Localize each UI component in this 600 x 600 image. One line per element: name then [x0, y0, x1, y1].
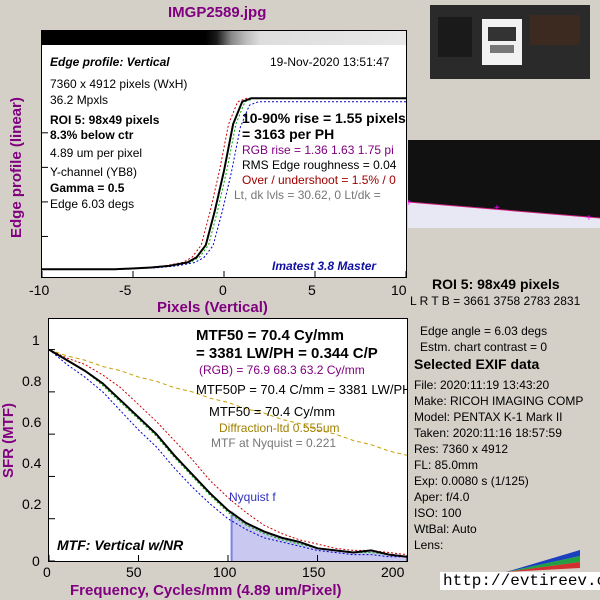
rise-line-1: 10-90% rise = 1.55 pixels — [242, 110, 406, 126]
mtf50-repeat: MTF50 = 70.4 Cy/mm — [209, 404, 336, 419]
diffraction-label: Diffraction-ltd 0.555um — [219, 421, 340, 435]
rgb-rise: RGB rise = 1.36 1.63 1.75 pi — [242, 143, 394, 157]
chart-contrast: Estm. chart contrast = 0 — [420, 340, 548, 354]
edge-info-1: 36.2 Mpxls — [50, 93, 109, 107]
edge-info-6: Gamma = 0.5 — [50, 181, 125, 195]
edge-info-4: 4.89 um per pixel — [50, 146, 143, 160]
mtf-footer: MTF: Vertical w/NR — [57, 537, 184, 553]
edge-xtick-label: 0 — [219, 282, 227, 298]
nyquist-mtf: MTF at Nyquist = 0.221 — [211, 436, 337, 450]
mtf50-line-2: = 3381 LW/PH = 0.344 C/P — [196, 345, 378, 362]
edge-xtick-label: -5 — [119, 282, 132, 298]
rms-roughness: RMS Edge roughness = 0.04 — [242, 158, 397, 172]
edge-profile-line — [42, 97, 406, 271]
mtf-series-r — [49, 349, 407, 556]
edge-info-0: 7360 x 4912 pixels (WxH) — [50, 77, 188, 91]
mtf-ylabel: SFR (MTF) — [0, 403, 17, 478]
mtf50-rgb: (RGB) = 76.9 68.3 63.2 Cy/mm — [199, 363, 365, 377]
mtf-series-diffraction — [49, 349, 407, 456]
edge-xlabel: Pixels (Vertical) — [157, 299, 268, 316]
mtf-series-g — [49, 349, 407, 558]
edge-xtick-label: 10 — [391, 282, 407, 298]
mtf50-line-1: MTF50 = 70.4 Cy/mm — [196, 327, 344, 344]
exif-row: Make: RICOH IMAGING COMP — [414, 394, 584, 408]
exif-row: WtBal: Auto — [414, 522, 477, 536]
edge-panel-date: 19-Nov-2020 13:51:47 — [270, 55, 390, 69]
edge-xtick-label: 5 — [308, 282, 316, 298]
svg-text:+: + — [494, 203, 500, 214]
edge-xtick-label: -10 — [29, 282, 50, 298]
svg-text:+: + — [586, 213, 592, 224]
edge-angle: Edge angle = 6.03 degs — [420, 324, 548, 338]
exif-row: Res: 7360 x 4912 — [414, 442, 509, 456]
exif-row: File: 2020:11:19 13:43:20 — [414, 378, 550, 392]
mtf-xtick-label: 150 — [302, 564, 326, 580]
mtf-ytick-label: 0.4 — [22, 455, 42, 471]
roi-coords: L R T B = 3661 3758 2783 2831 — [410, 294, 581, 308]
mtf-xtick-label: 0 — [43, 564, 51, 580]
mtf-xtick-label: 100 — [213, 564, 237, 580]
mtf-ytick-label: 0.6 — [22, 414, 42, 430]
watermark: http://evtireev.com — [440, 572, 600, 590]
mtf-plot — [49, 348, 407, 561]
exif-row: Model: PENTAX K-1 Mark II — [414, 410, 563, 424]
overshoot: Over / undershoot = 1.5% / 0 — [242, 173, 396, 187]
mtf-xtick-label: 50 — [126, 564, 142, 580]
exif-row: ISO: 100 — [414, 506, 462, 520]
edge-info-3: 8.3% below ctr — [50, 128, 134, 142]
mtf-series-b — [49, 349, 407, 558]
roi-image: + + + — [408, 140, 600, 228]
test-chart-thumbnail — [430, 5, 590, 79]
exif-row: Aper: f/4.0 — [414, 490, 470, 504]
nyquist-label: Nyquist f — [229, 490, 276, 504]
edge-info-2: ROI 5: 98x49 pixels — [50, 113, 160, 127]
mtf50p: MTF50P = 70.4 C/mm = 3381 LW/PH — [196, 382, 408, 397]
roi-title: ROI 5: 98x49 pixels — [432, 276, 560, 292]
nyquist-region — [231, 510, 407, 561]
edge-footer: Imatest 3.8 Master — [272, 259, 377, 273]
mtf-xlabel: Frequency, Cycles/mm (4.89 um/Pixel) — [70, 582, 342, 599]
exif-row: FL: 85.0mm — [414, 458, 479, 472]
mtf-xtick-label: 200 — [381, 564, 405, 580]
mtf-ytick-label: 1 — [32, 332, 40, 348]
edge-ylabel: Edge profile (linear) — [8, 97, 25, 238]
edge-gradient-strip — [42, 31, 406, 45]
rise-line-2: = 3163 per PH — [242, 126, 335, 142]
light-dark-levels: Lt, dk lvls = 30.62, 0 Lt/dk = — [234, 188, 381, 202]
mtf-series-y — [49, 348, 407, 558]
edge-info-5: Y-channel (YB8) — [50, 165, 137, 179]
svg-text:+: + — [408, 198, 412, 209]
mtf-ytick-label: 0.2 — [22, 496, 42, 512]
imatest-logo — [506, 550, 580, 572]
mtf-panel: MTF50 = 70.4 Cy/mm = 3381 LW/PH = 0.344 … — [48, 318, 408, 562]
exif-row: Exp: 0.0080 s (1/125) — [414, 474, 529, 488]
exif-row: Lens: — [414, 538, 444, 552]
edge-panel-header: Edge profile: Vertical — [50, 55, 170, 69]
mtf-ytick-label: 0.8 — [22, 373, 42, 389]
window-title: IMGP2589.jpg — [168, 4, 267, 21]
exif-row: Taken: 2020:11:16 18:57:59 — [414, 426, 562, 440]
edge-profile-plot — [42, 97, 406, 277]
roi-edge-graphic: + + + — [408, 198, 600, 228]
edge-profile-panel: Edge profile: Vertical 19-Nov-2020 13:51… — [41, 30, 407, 278]
exif-title: Selected EXIF data — [414, 356, 540, 372]
mtf-ytick-label: 0 — [32, 553, 40, 569]
edge-info-7: Edge 6.03 degs — [50, 197, 135, 211]
